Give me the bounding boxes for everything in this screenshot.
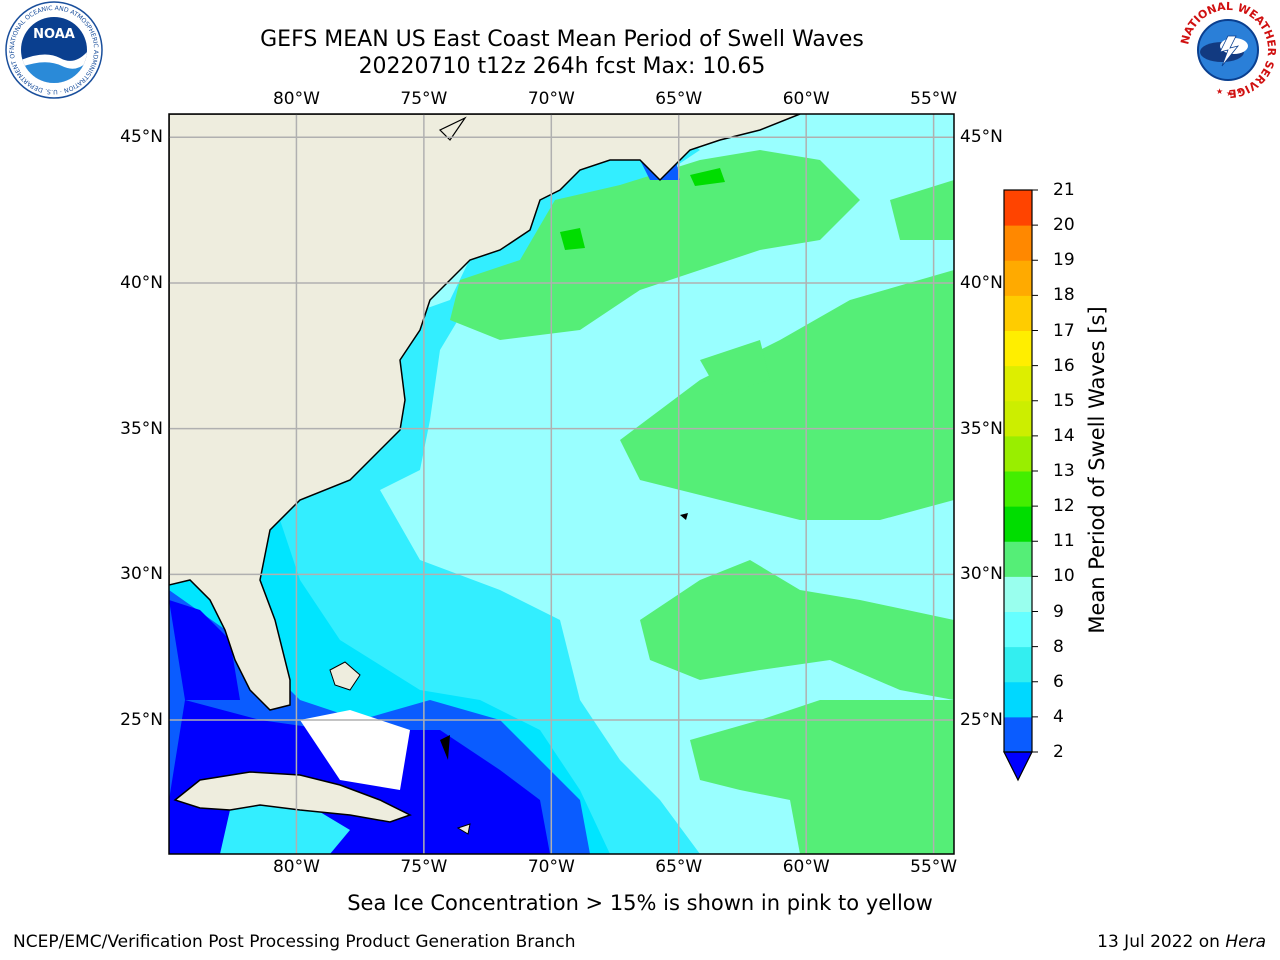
colorbar-segment bbox=[1004, 330, 1032, 367]
generation-date: 13 Jul 2022 on Hera bbox=[1097, 932, 1266, 952]
lon-label-bottom: 55°W bbox=[910, 857, 958, 877]
colorbar-tick-label: 13 bbox=[1053, 461, 1075, 481]
lon-label-top: 65°W bbox=[655, 89, 703, 109]
colorbar-tick-label: 9 bbox=[1053, 601, 1064, 622]
noaa-logo-text: NOAA bbox=[33, 27, 75, 42]
noaa-logo: NATIONAL OCEANIC AND ATMOSPHERIC ADMINIS… bbox=[0, 0, 103, 99]
lon-label-top: 80°W bbox=[272, 89, 320, 109]
colorbar-tick-label: 18 bbox=[1053, 285, 1075, 306]
colorbar-segment bbox=[1004, 225, 1032, 261]
colorbar-segment bbox=[1004, 365, 1032, 402]
chart-subtitle: 20220710 t12z 264h fcst Max: 10.65 bbox=[358, 54, 766, 79]
colorbar-segment bbox=[1004, 541, 1032, 577]
colorbar-label: Mean Period of Swell Waves [s] bbox=[1085, 306, 1109, 634]
colorbar-tick-label: 16 bbox=[1053, 355, 1075, 376]
colorbar-tick-label: 20 bbox=[1053, 215, 1075, 236]
land-north-america bbox=[169, 114, 801, 711]
nws-logo: NATIONAL WEATHER SERVICE ★ ★ ★ bbox=[1178, 0, 1278, 100]
colorbar-tick-label: 8 bbox=[1053, 636, 1064, 657]
colorbar-segment bbox=[1004, 681, 1032, 718]
colorbar-tick-label: 17 bbox=[1053, 320, 1075, 341]
colorbar-segment bbox=[1004, 260, 1032, 296]
lat-label-left: 25°N bbox=[120, 709, 163, 730]
credit-line: NCEP/EMC/Verification Post Processing Pr… bbox=[13, 932, 576, 952]
colorbar-under-arrow bbox=[1003, 751, 1033, 782]
colorbar-tick-label: 4 bbox=[1053, 706, 1064, 727]
lon-label-bottom: 75°W bbox=[400, 857, 448, 877]
lat-label-left: 45°N bbox=[120, 127, 163, 148]
map-frame bbox=[168, 113, 955, 855]
colorbar-segment bbox=[1004, 435, 1032, 472]
colorbar bbox=[1003, 189, 1038, 782]
date-text: 13 Jul 2022 on bbox=[1097, 932, 1220, 952]
colorbar-tick-label: 21 bbox=[1053, 180, 1075, 200]
colorbar-tick-label: 2 bbox=[1053, 742, 1064, 762]
colorbar-tick-label: 11 bbox=[1053, 531, 1075, 552]
lat-label-right: 30°N bbox=[960, 564, 1003, 585]
colorbar-segment bbox=[1004, 646, 1032, 683]
lon-label-top: 60°W bbox=[782, 89, 830, 109]
colorbar-tick-label: 6 bbox=[1053, 671, 1064, 692]
lon-label-top: 75°W bbox=[400, 89, 448, 109]
svg-text:★: ★ bbox=[1216, 87, 1223, 96]
svg-text:★: ★ bbox=[1226, 89, 1233, 98]
colorbar-tick-label: 19 bbox=[1053, 250, 1075, 271]
lat-label-left: 30°N bbox=[120, 564, 163, 585]
lat-label-left: 40°N bbox=[120, 272, 163, 293]
lon-label-bottom: 80°W bbox=[272, 857, 320, 877]
lon-label-bottom: 70°W bbox=[527, 857, 575, 877]
lon-label-top: 55°W bbox=[910, 89, 958, 109]
machine-name: Hera bbox=[1225, 932, 1266, 952]
colorbar-segment bbox=[1004, 471, 1032, 507]
lon-label-bottom: 60°W bbox=[782, 857, 830, 877]
colorbar-tick-label: 14 bbox=[1053, 425, 1075, 446]
sea-ice-note: Sea Ice Concentration > 15% is shown in … bbox=[347, 891, 933, 915]
colorbar-tick-label: 15 bbox=[1053, 390, 1075, 411]
land-cuba bbox=[173, 771, 412, 823]
lat-label-right: 40°N bbox=[960, 272, 1003, 293]
lon-label-bottom: 65°W bbox=[655, 857, 703, 877]
swell-band-9-10 bbox=[450, 150, 860, 340]
lat-label-left: 35°N bbox=[120, 418, 163, 439]
colorbar-tick-label: 10 bbox=[1053, 566, 1075, 587]
colorbar-segment bbox=[1004, 506, 1032, 542]
colorbar-segment bbox=[1004, 400, 1032, 437]
colorbar-segment bbox=[1004, 295, 1032, 331]
colorbar-segment bbox=[1004, 716, 1032, 753]
lon-label-top: 70°W bbox=[527, 89, 575, 109]
colorbar-segment bbox=[1004, 576, 1032, 612]
lat-label-right: 45°N bbox=[960, 127, 1003, 148]
colorbar-segment bbox=[1004, 190, 1032, 226]
lat-label-right: 35°N bbox=[960, 418, 1003, 439]
chart-title: GEFS MEAN US East Coast Mean Period of S… bbox=[260, 27, 864, 52]
colorbar-tick-label: 12 bbox=[1053, 496, 1075, 517]
lat-label-right: 25°N bbox=[960, 709, 1003, 730]
colorbar-segment bbox=[1004, 611, 1032, 648]
svg-text:★: ★ bbox=[1236, 87, 1243, 96]
